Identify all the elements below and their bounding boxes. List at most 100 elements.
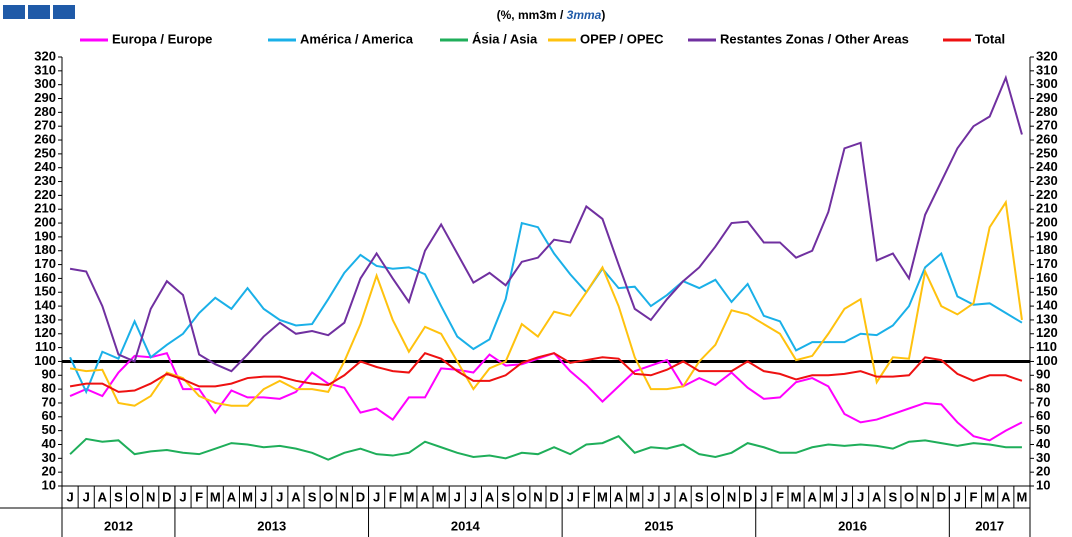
x-tick-label: D (549, 489, 558, 504)
y-tick-label: 50 (42, 422, 56, 437)
x-tick-label: J (454, 489, 461, 504)
x-tick-label: N (533, 489, 542, 504)
x-tick-label: N (920, 489, 929, 504)
x-tick-label: J (954, 489, 961, 504)
y2-tick-label: 110 (1036, 339, 1057, 354)
x-tick-label: F (582, 489, 590, 504)
legend-label: Ásia / Asia (472, 31, 538, 46)
y-tick-label: 250 (34, 145, 56, 160)
y2-tick-label: 20 (1036, 464, 1050, 479)
x-tick-label: A (420, 489, 430, 504)
y-tick-label: 90 (42, 367, 56, 382)
x-tick-label: F (389, 489, 397, 504)
series-line (69, 351, 1023, 442)
y2-tick-label: 230 (1036, 173, 1058, 188)
x-tick-label: S (501, 489, 510, 504)
x-tick-label: J (470, 489, 477, 504)
y2-tick-label: 170 (1036, 256, 1058, 271)
logo-block (28, 5, 50, 19)
x-tick-label: A (98, 489, 108, 504)
x-tick-label: N (727, 489, 736, 504)
x-tick-label: M (791, 489, 802, 504)
y-tick-label: 230 (34, 173, 56, 188)
y-tick-label: 220 (34, 187, 56, 202)
x-tick-label: O (904, 489, 914, 504)
x-tick-label: J (179, 489, 186, 504)
series-line (69, 199, 1023, 407)
x-tick-label: S (114, 489, 123, 504)
y2-tick-label: 70 (1036, 394, 1050, 409)
x-tick-label: N (146, 489, 155, 504)
y2-tick-label: 40 (1036, 436, 1050, 451)
x-tick-label: A (1001, 489, 1011, 504)
y-tick-label: 270 (34, 118, 56, 133)
y2-tick-label: 300 (1036, 76, 1058, 91)
y-tick-label: 140 (34, 298, 56, 313)
y-tick-label: 320 (34, 48, 56, 63)
x-tick-label: A (808, 489, 818, 504)
x-tick-label: J (760, 489, 767, 504)
x-tick-label: M (823, 489, 834, 504)
x-tick-label: J (647, 489, 654, 504)
y2-tick-label: 150 (1036, 284, 1058, 299)
x-tick-label: A (678, 489, 688, 504)
y2-tick-label: 320 (1036, 48, 1058, 63)
x-tick-label: J (260, 489, 267, 504)
y2-tick-label: 100 (1036, 353, 1058, 368)
year-label: 2012 (104, 518, 133, 533)
subtitle: (%, mm3m / 3mma) (497, 8, 606, 22)
x-tick-label: D (162, 489, 171, 504)
x-tick-label: M (210, 489, 221, 504)
y-tick-label: 200 (34, 215, 56, 230)
x-tick-label: J (567, 489, 574, 504)
x-tick-label: O (323, 489, 333, 504)
y2-tick-label: 50 (1036, 422, 1050, 437)
y-tick-label: 240 (34, 159, 56, 174)
x-tick-label: N (340, 489, 349, 504)
logo-block (3, 5, 25, 19)
x-tick-label: S (695, 489, 704, 504)
x-tick-label: J (857, 489, 864, 504)
x-tick-label: F (195, 489, 203, 504)
y2-tick-label: 190 (1036, 228, 1058, 243)
x-tick-label: M (597, 489, 608, 504)
x-tick-label: A (485, 489, 495, 504)
year-label: 2013 (257, 518, 286, 533)
x-tick-label: M (984, 489, 995, 504)
year-label: 2015 (644, 518, 673, 533)
y-tick-label: 190 (34, 228, 56, 243)
x-tick-label: M (629, 489, 640, 504)
year-label: 2014 (451, 518, 481, 533)
x-tick-label: O (130, 489, 140, 504)
y-tick-label: 300 (34, 76, 56, 91)
y-tick-label: 100 (34, 353, 56, 368)
y-tick-label: 310 (34, 62, 56, 77)
y-tick-label: 10 (42, 477, 56, 492)
legend-label: OPEP / OPEC (580, 31, 664, 46)
year-label: 2017 (975, 518, 1004, 533)
y2-tick-label: 120 (1036, 325, 1058, 340)
x-tick-label: M (242, 489, 253, 504)
y2-tick-label: 290 (1036, 90, 1058, 105)
y2-tick-label: 270 (1036, 118, 1058, 133)
y-tick-label: 260 (34, 131, 56, 146)
y-tick-label: 120 (34, 325, 56, 340)
y2-tick-label: 60 (1036, 408, 1050, 423)
y-tick-label: 130 (34, 311, 56, 326)
series-line (69, 351, 1023, 393)
x-tick-label: J (841, 489, 848, 504)
x-tick-label: A (872, 489, 882, 504)
y2-tick-label: 260 (1036, 131, 1058, 146)
y-tick-label: 80 (42, 381, 56, 396)
y-tick-label: 40 (42, 436, 56, 451)
y2-tick-label: 180 (1036, 242, 1058, 257)
logo-block (53, 5, 75, 19)
x-tick-label: A (227, 489, 237, 504)
y2-tick-label: 280 (1036, 104, 1058, 119)
x-tick-label: D (743, 489, 752, 504)
y2-tick-label: 250 (1036, 145, 1058, 160)
x-tick-label: F (776, 489, 784, 504)
x-tick-label: F (970, 489, 978, 504)
legend-label: Europa / Europe (112, 31, 212, 46)
y2-tick-label: 140 (1036, 298, 1058, 313)
